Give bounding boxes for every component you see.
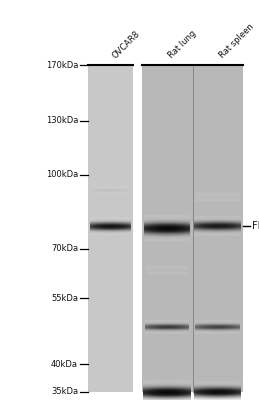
Text: 70kDa: 70kDa (51, 244, 78, 253)
Text: 35kDa: 35kDa (51, 388, 78, 396)
Text: 40kDa: 40kDa (51, 360, 78, 369)
Bar (88, 65, 133, 392)
Text: 100kDa: 100kDa (46, 170, 78, 179)
Text: 170kDa: 170kDa (46, 60, 78, 70)
Text: FRMD6: FRMD6 (252, 221, 259, 231)
Text: Rat lung: Rat lung (167, 29, 198, 60)
Bar (142, 65, 243, 392)
Text: 130kDa: 130kDa (46, 116, 78, 125)
Text: OVCAR8: OVCAR8 (111, 29, 142, 60)
Text: Rat spleen: Rat spleen (218, 22, 256, 60)
Text: 55kDa: 55kDa (51, 294, 78, 303)
